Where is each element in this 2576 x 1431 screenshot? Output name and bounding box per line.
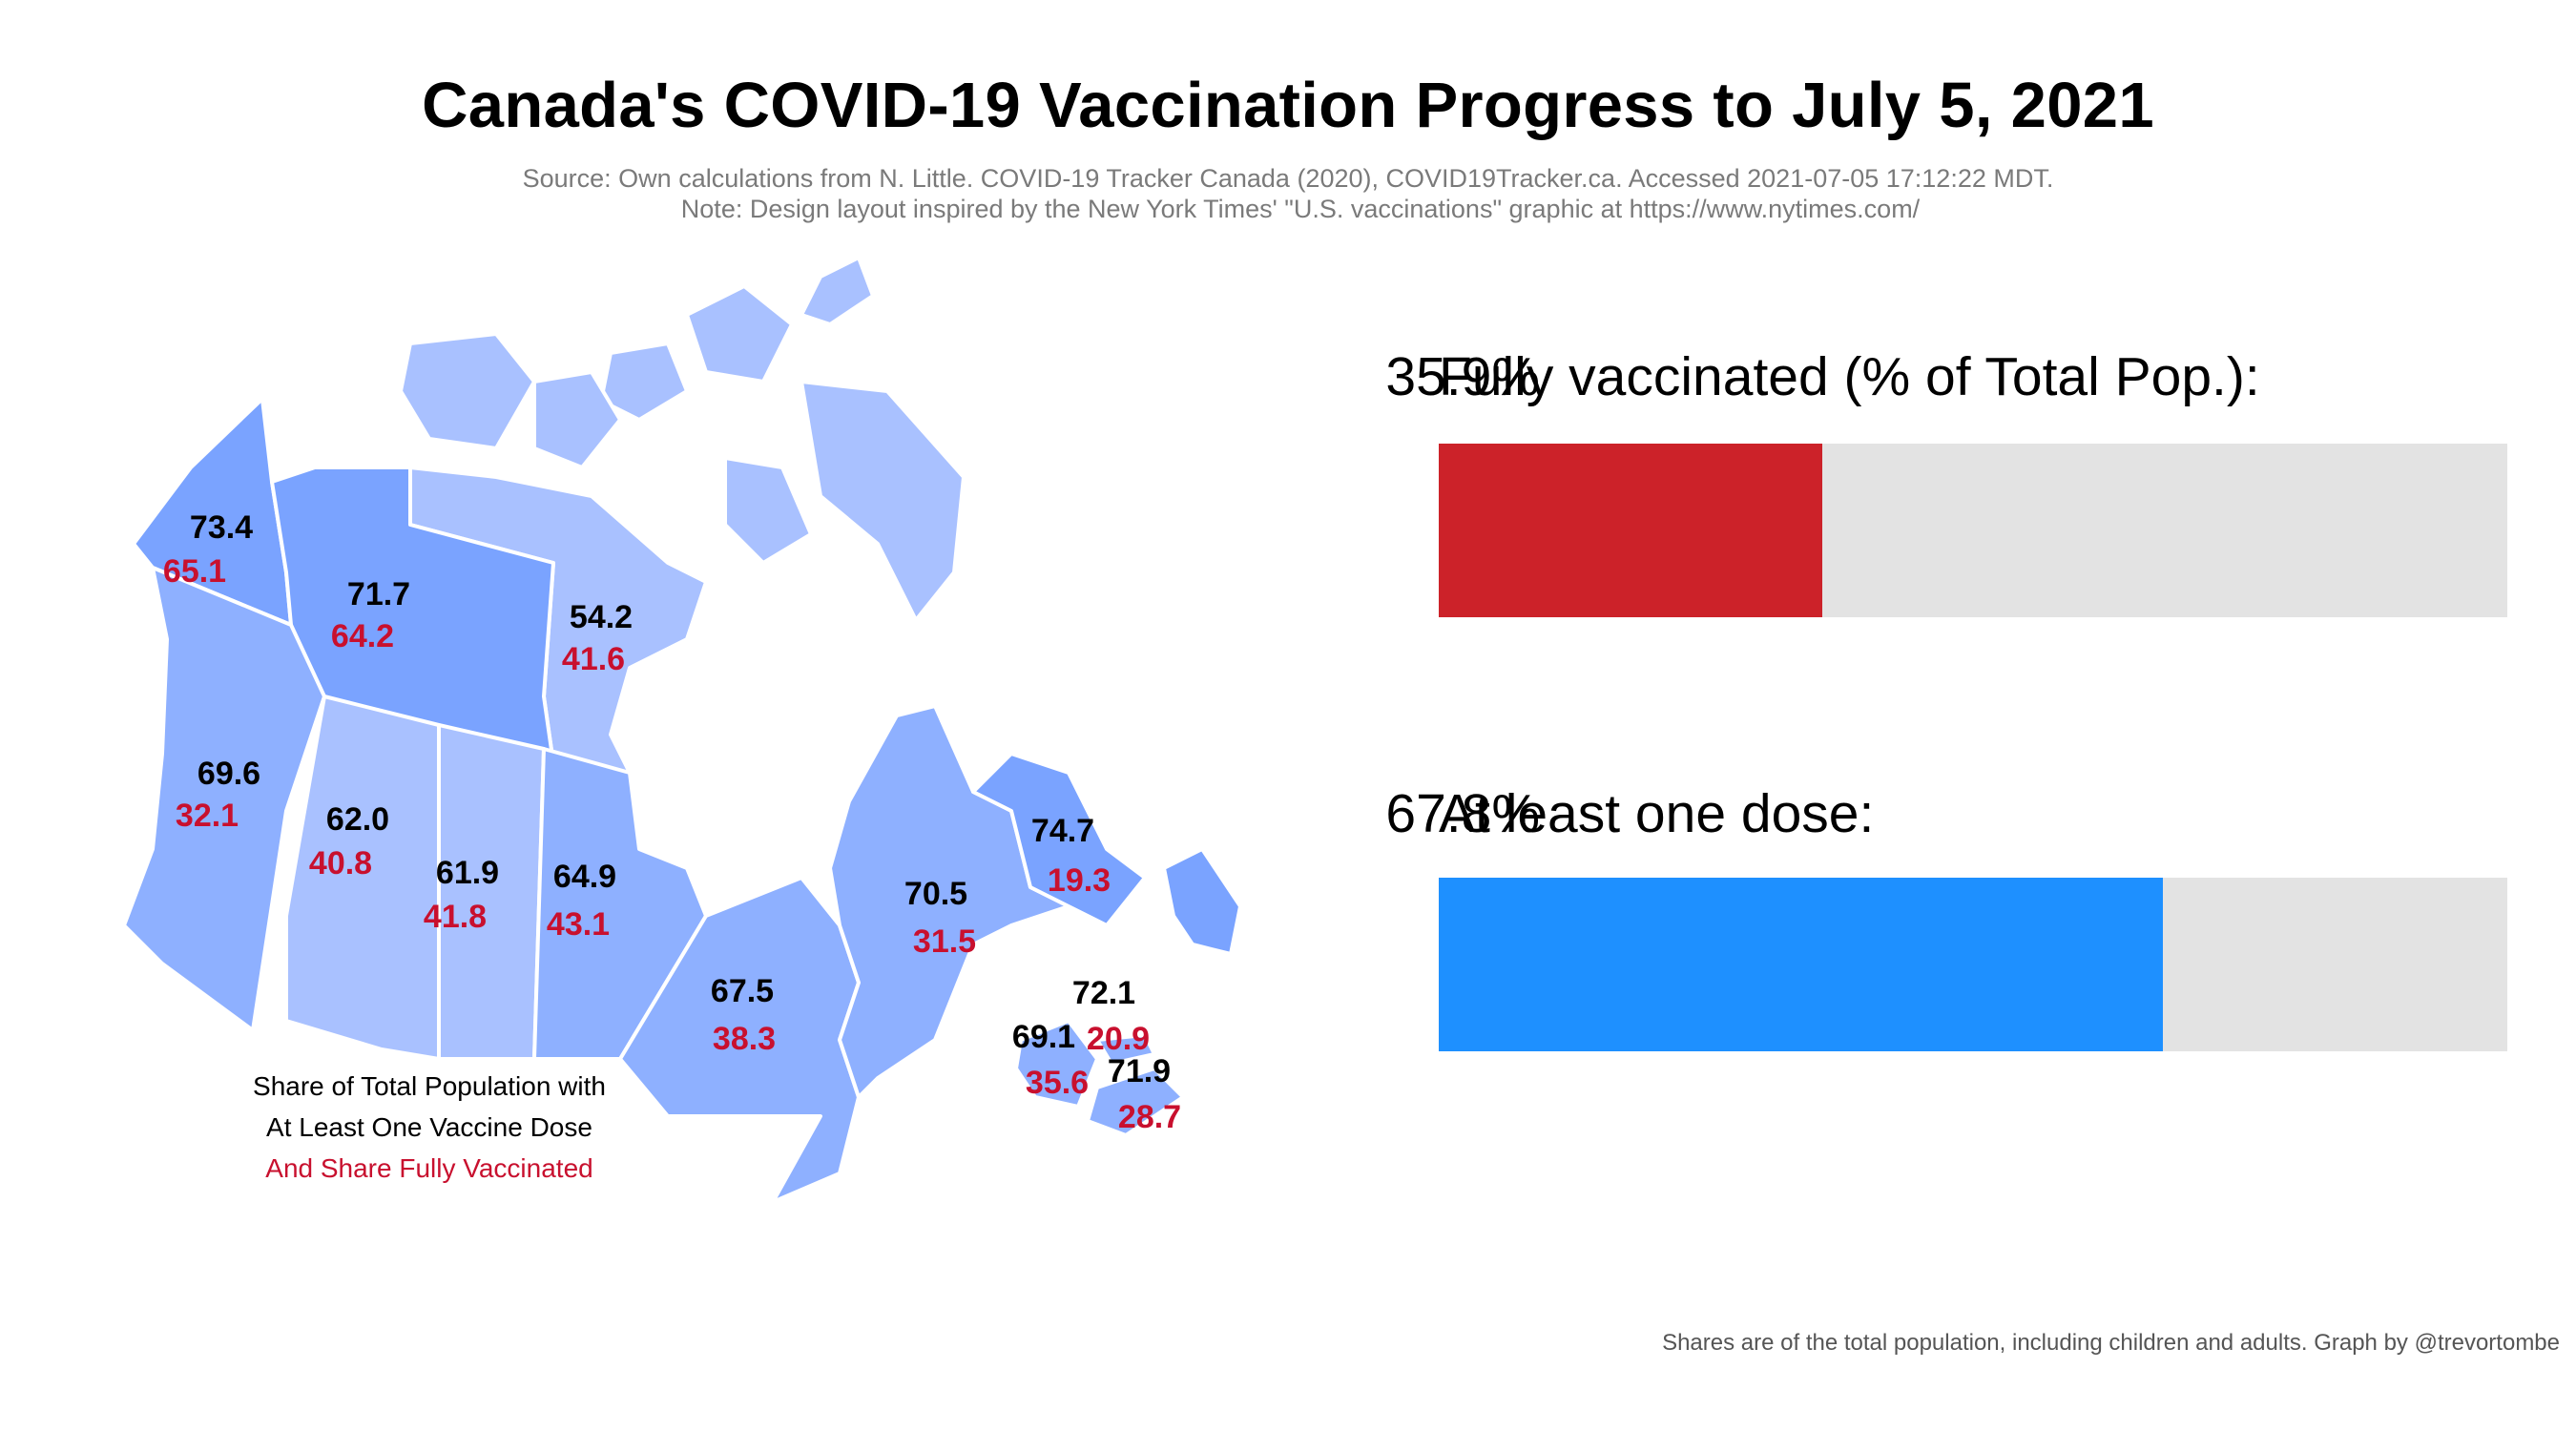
one-dose-value: 67.8%: [1385, 783, 1540, 844]
alberta-fully-label: 40.8: [309, 845, 372, 881]
region-new-brunswick: [1014, 1019, 1099, 1109]
legend-line-one: Share of Total Population with: [253, 1071, 606, 1101]
alberta-one-dose-label: 62.0: [326, 801, 389, 838]
footer-credit: Shares are of the total population, incl…: [1662, 1330, 2560, 1356]
prince-edward-island-fully-label: 20.9: [1087, 1021, 1150, 1057]
one-dose-label: At least one dose:: [1439, 783, 1875, 844]
nova-scotia-fully-label: 28.7: [1118, 1099, 1181, 1135]
region-saskatchewan: [437, 723, 546, 1061]
newfoundland-and-labrador-fully-label: 19.3: [1048, 862, 1111, 899]
arctic-island-south-baffin: [800, 380, 966, 622]
arctic-island-baffin: [800, 258, 875, 326]
chart-title: Canada's COVID-19 Vaccination Progress t…: [422, 70, 2154, 141]
region-nova-scotia: [1086, 1067, 1185, 1137]
region-labrador: [971, 752, 1147, 927]
northwest-territories-fully-label: 64.2: [331, 618, 394, 654]
saskatchewan-fully-label: 41.8: [424, 899, 487, 935]
yukon-fully-label: 65.1: [163, 553, 226, 590]
fully-vaccinated-label: Fully vaccinated (% of Total Pop.):: [1439, 346, 2260, 407]
arctic-island-southampton: [723, 456, 813, 565]
manitoba-one-dose-label: 64.9: [553, 859, 616, 895]
arctic-island-ellesmere: [685, 284, 794, 384]
fully-vaccinated-value: 35.9%: [1385, 346, 1540, 407]
arctic-island-banks: [532, 370, 622, 469]
ontario-one-dose-label: 67.5: [711, 973, 774, 1009]
region-british-columbia: [122, 566, 326, 1032]
saskatchewan-one-dose-label: 61.9: [436, 855, 499, 891]
one-dose-bar-fill: [1439, 878, 2164, 1051]
quebec-fully-label: 31.5: [913, 923, 976, 960]
british-columbia-fully-label: 32.1: [176, 798, 239, 834]
map-shapes: [122, 258, 1242, 1204]
ontario-fully-label: 38.3: [713, 1021, 776, 1057]
nunavut-one-dose-label: 54.2: [570, 599, 633, 635]
fully-vaccinated-bar-fill: [1439, 444, 1823, 617]
source-note: Source: Own calculations from N. Little.…: [522, 164, 2054, 193]
nunavut-fully-label: 41.6: [562, 641, 625, 677]
design-note: Note: Design layout inspired by the New …: [680, 195, 1921, 223]
newfoundland-and-labrador-one-dose-label: 74.7: [1031, 813, 1094, 849]
region-newfoundland-island: [1162, 847, 1242, 956]
region-pei: [1095, 1033, 1156, 1066]
region-manitoba: [532, 747, 708, 1061]
northwest-territories-one-dose-label: 71.7: [347, 576, 410, 612]
new-brunswick-one-dose-label: 69.1: [1012, 1019, 1075, 1055]
canada-map: 73.4 65.1 71.7 64.2 54.2 41.6 69.6 32.1 62.0 40.8…: [122, 258, 1242, 1204]
legend-line-three: And Share Fully Vaccinated: [265, 1153, 593, 1183]
region-nwt: [270, 466, 555, 765]
yukon-one-dose-label: 73.4: [190, 509, 253, 546]
nova-scotia-one-dose-label: 71.9: [1108, 1053, 1171, 1089]
prince-edward-island-one-dose-label: 72.1: [1072, 975, 1135, 1011]
one-dose-bar-track: [1439, 878, 2507, 1051]
legend-line-two: At Least One Vaccine Dose: [266, 1112, 592, 1142]
map-labels: 73.4 65.1 71.7 64.2 54.2 41.6 69.6 32.1 62.0 40.8…: [163, 509, 1181, 1135]
new-brunswick-fully-label: 35.6: [1026, 1065, 1089, 1101]
quebec-one-dose-label: 70.5: [904, 876, 967, 912]
arctic-island-victoria: [399, 332, 536, 450]
fully-vaccinated-bar-track: [1439, 444, 2507, 617]
manitoba-fully-label: 43.1: [547, 906, 610, 943]
british-columbia-one-dose-label: 69.6: [197, 756, 260, 792]
